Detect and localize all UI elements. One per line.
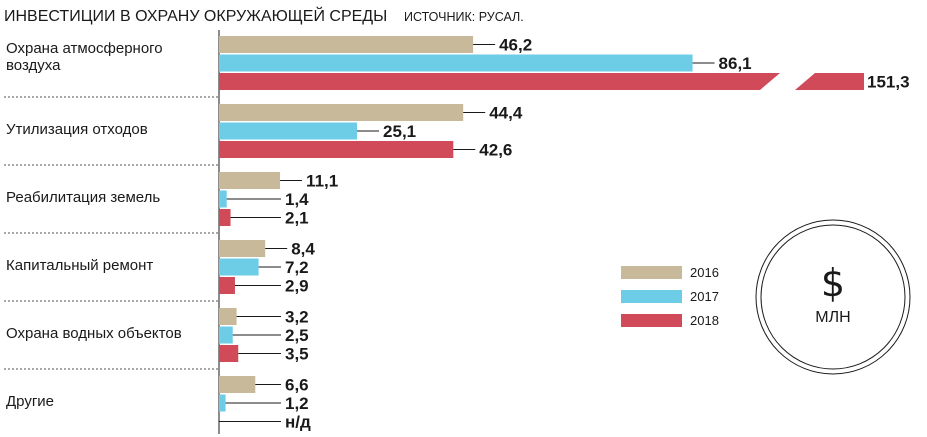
bar-2018-0-continued — [795, 73, 864, 90]
value-label: 6,6 — [285, 376, 309, 395]
legend-swatch-2017 — [621, 290, 682, 303]
value-label: 42,6 — [479, 141, 512, 160]
category-label: Охрана атмосферного воздуха — [6, 40, 163, 74]
unit-label: МЛН — [815, 309, 850, 326]
value-label: 1,4 — [285, 190, 309, 209]
bar-2017-5 — [219, 394, 226, 412]
value-label: 7,2 — [285, 258, 309, 277]
dollar-icon: $ — [821, 261, 845, 305]
bar-2016-0 — [219, 36, 474, 53]
value-label: 151,3 — [867, 73, 910, 92]
bar-2017-4 — [219, 326, 233, 344]
category-group-1: Утилизация отходов 44,4 25,1 42,6 — [4, 104, 523, 166]
category-group-5: Другие 6,61,2н/д — [6, 376, 311, 432]
value-label: 46,2 — [499, 36, 532, 55]
chart-rows: Охрана атмосферного воздуха 46,2 86,1 151,3 У… — [4, 30, 910, 434]
chart-title: ИНВЕСТИЦИИ В ОХРАНУ ОКРУЖАЮЩЕЙ СРЕДЫ — [4, 6, 387, 25]
bar-2018-3 — [219, 277, 235, 294]
category-group-4: Охрана водных объектов 3,22,53,5 — [4, 308, 309, 370]
unit-badge-outer-ring — [755, 219, 911, 375]
category-label: Охрана водных объектов — [6, 325, 182, 342]
legend-swatch-2018 — [621, 314, 682, 327]
value-label: 3,5 — [285, 345, 309, 364]
category-group-0: Охрана атмосферного воздуха 46,2 86,1 151,3 — [4, 36, 910, 98]
value-label: н/д — [285, 413, 311, 432]
bar-2017-1 — [219, 122, 358, 140]
bar-2018-4 — [219, 345, 239, 362]
bar-2016-2 — [219, 172, 281, 189]
bar-2017-2 — [219, 190, 227, 208]
value-label: 3,2 — [285, 308, 309, 327]
legend-swatch-2016 — [621, 266, 682, 279]
category-group-3: Капитальный ремонт 8,47,22,9 — [4, 240, 315, 302]
category-label: Утилизация отходов — [6, 121, 148, 138]
bar-2017-3 — [219, 258, 259, 276]
bar-2016-3 — [219, 240, 266, 257]
value-label: 2,9 — [285, 277, 309, 296]
legend-label-2017: 2017 — [690, 289, 719, 304]
bar-2017-0 — [219, 54, 693, 72]
bar-2016-1 — [219, 104, 464, 121]
bar-2016-5 — [219, 376, 256, 393]
category-label: Другие — [6, 393, 54, 410]
category-label: Капитальный ремонт — [6, 257, 153, 274]
category-group-2: Реабилитация земель 11,11,42,1 — [4, 172, 338, 234]
chart-source: ИСТОЧНИК: РУСАЛ. — [404, 10, 524, 24]
legend: 2016 2017 2018 — [621, 265, 719, 328]
value-label: 11,1 — [306, 172, 338, 191]
bar-2018-1 — [219, 141, 454, 158]
unit-badge: $ МЛН — [755, 219, 911, 375]
unit-badge-inner-ring — [760, 224, 906, 370]
value-label: 86,1 — [719, 54, 752, 73]
legend-label-2018: 2018 — [690, 313, 719, 328]
bar-2018-0 — [219, 73, 780, 90]
bar-2018-2 — [219, 209, 231, 226]
bar-2016-4 — [219, 308, 237, 325]
value-label: 1,2 — [285, 394, 309, 413]
value-label: 25,1 — [383, 122, 416, 141]
value-label: 2,5 — [285, 326, 309, 345]
value-label: 2,1 — [285, 209, 309, 228]
value-label: 44,4 — [489, 104, 523, 123]
category-label: Реабилитация земель — [6, 189, 160, 206]
legend-label-2016: 2016 — [690, 265, 719, 280]
value-label: 8,4 — [291, 240, 315, 259]
